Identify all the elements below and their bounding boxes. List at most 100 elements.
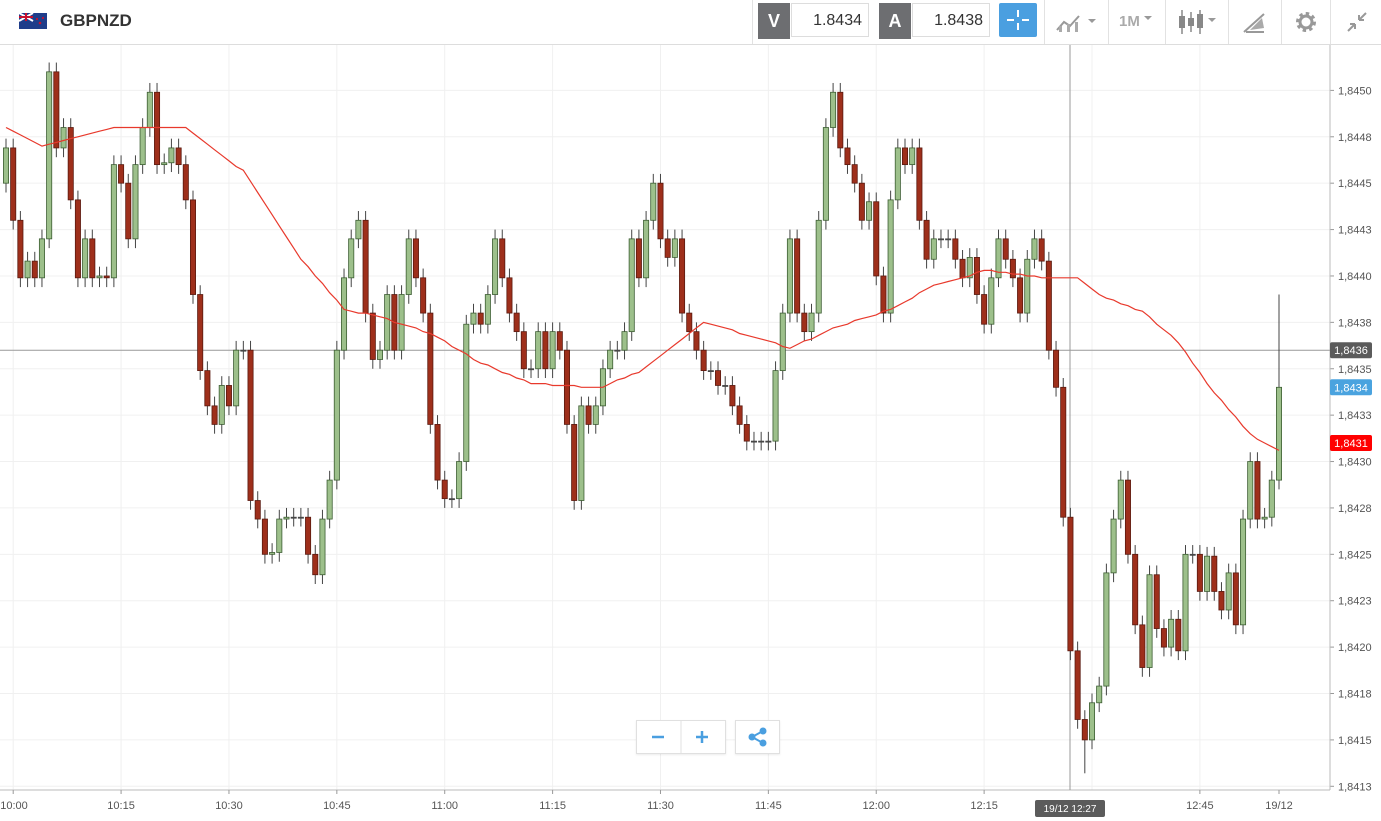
candle-body [233,349,240,407]
candle-type-button[interactable] [1176,8,1224,36]
candle-body [506,277,513,314]
x-tick-label: 11:45 [755,800,782,812]
candle-body [484,294,491,325]
candle-body [887,199,894,314]
candle-body [240,349,247,352]
candle-body [822,127,829,221]
candle-body [549,331,556,370]
y-tick-label: 1,8450 [1338,85,1372,97]
y-tick-label: 1,8418 [1338,689,1372,701]
collapse-button[interactable] [1344,9,1370,35]
candle-body [261,518,268,555]
candle-body [1074,650,1081,720]
candle-body [348,238,355,279]
candle-body [441,479,448,500]
candle-body [563,349,570,425]
timeframe[interactable]: 1M [1119,13,1140,30]
candle-body [499,238,506,279]
ask-key[interactable]: A [879,3,911,39]
candle-body [966,257,973,279]
y-tick-label: 1,8428 [1338,503,1372,515]
candle-body [132,164,139,240]
candle-body [909,147,916,166]
x-tick-label: 10:00 [0,800,28,812]
candle-body [24,260,31,279]
zoom-out-button[interactable] [637,721,680,753]
candle-body [477,312,484,325]
candle-body [456,461,463,500]
candle-body [995,238,1002,279]
candle-body [1089,702,1096,741]
separator [1228,0,1229,44]
draw-tool-button[interactable] [1242,10,1268,34]
settings-button[interactable] [1293,9,1319,35]
candle-body [988,277,995,325]
y-tick-label: 1,8443 [1338,225,1372,237]
candle-body [204,370,211,407]
candle-body [1247,461,1254,520]
candle-body [808,312,815,333]
candle-body [736,405,743,425]
candle-body [1045,260,1052,351]
candle-body [571,424,578,501]
candle-body [175,147,182,166]
candle-body [369,312,376,360]
candle-body [528,368,535,371]
dropdown-arrow[interactable] [1143,14,1155,24]
candle-body [700,349,707,372]
plot-background [0,44,1330,790]
candle-body [952,238,959,260]
candle-body [902,147,909,166]
moving-average-line [5,126,1280,451]
candle-body [398,294,405,351]
candle-body [225,385,232,407]
candle-body [427,312,434,425]
candle-body [1268,479,1275,518]
candle-body [448,498,455,501]
zoom-in-button[interactable] [682,721,725,753]
candle-body [1024,258,1031,314]
candle-body [815,219,822,314]
candle-body [1204,555,1211,592]
candle-body [643,219,650,279]
candle-body [118,164,125,184]
candle-body [161,162,168,166]
symbol: GBPNZD [60,11,132,30]
crosshair-button[interactable] [999,3,1037,37]
candle-body [794,238,801,314]
candle-body [686,312,693,333]
candle-body [319,518,326,576]
candle-body [1189,553,1196,556]
candle-body [830,91,837,128]
separator [1108,0,1109,44]
crosshair-price-label-box [1330,342,1372,359]
y-tick-label: 1,8420 [1338,642,1372,654]
bid-price[interactable]: 1.8434 [791,3,869,37]
share-button[interactable] [735,720,780,754]
crosshair-time-label: 19/12 12:27 [1044,804,1097,815]
ask-price[interactable]: 1.8438 [912,3,990,37]
y-tick-label: 1,8433 [1338,410,1372,422]
candle-body [1124,479,1131,555]
candle-body [635,238,642,279]
candle-body [1175,618,1182,652]
candle-body [1146,574,1153,668]
candle-body [463,323,470,462]
candle-body [765,440,772,443]
x-tick-label: 10:15 [107,800,135,812]
candle-body [1168,618,1175,648]
candle-body [607,349,614,370]
moving-average-label-box [1330,434,1372,451]
candle-body [362,219,369,314]
chart-type-button[interactable] [1055,10,1103,34]
candle-body [146,91,153,128]
candle-body [290,516,297,519]
x-tick-label: 10:45 [323,800,351,812]
candle-body [973,257,980,295]
x-tick-label: 12:00 [862,800,890,812]
last-price-label-box [1330,379,1372,396]
candle-body [1240,518,1247,626]
bid-key[interactable]: V [758,3,790,39]
candle-body [82,238,89,279]
